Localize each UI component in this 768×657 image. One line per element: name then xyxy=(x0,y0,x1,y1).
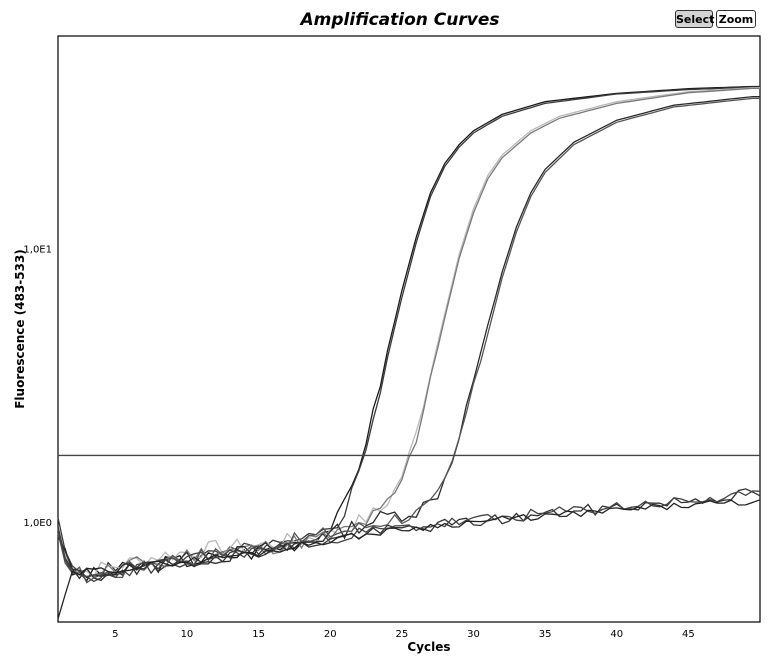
x-tick-label: 25 xyxy=(395,629,408,640)
x-tick-label: 10 xyxy=(181,629,194,640)
y-tick-label: 1,0E1 xyxy=(23,245,52,256)
x-tick-label: 30 xyxy=(467,629,480,640)
plot-area[interactable] xyxy=(57,35,761,623)
chart-title: Amplification Curves xyxy=(300,10,500,30)
x-tick-label: 20 xyxy=(324,629,337,640)
x-tick-label: 15 xyxy=(252,629,265,640)
amplification-curve-9[interactable] xyxy=(57,499,761,619)
zoom-button[interactable]: Zoom xyxy=(716,10,756,28)
y-tick-label: 1,0E0 xyxy=(23,518,52,529)
y-axis-label: Fluorescence (483-533) xyxy=(13,249,27,409)
amplification-curve-6[interactable] xyxy=(57,97,760,584)
amplification-curve-7[interactable] xyxy=(57,488,761,579)
x-tick-label: 40 xyxy=(610,629,623,640)
amplification-curve-8[interactable] xyxy=(57,490,761,579)
x-tick-label: 45 xyxy=(682,629,695,640)
select-button[interactable]: Select xyxy=(675,10,714,28)
axis-ticks: 5 10 15 20 25 30 35 40 45 1,0E0 1,0E1 xyxy=(23,245,694,640)
x-tick-label: 35 xyxy=(539,629,552,640)
x-tick-label: 5 xyxy=(112,629,118,640)
curves-layer xyxy=(57,85,761,619)
x-axis-label: Cycles xyxy=(407,640,450,654)
